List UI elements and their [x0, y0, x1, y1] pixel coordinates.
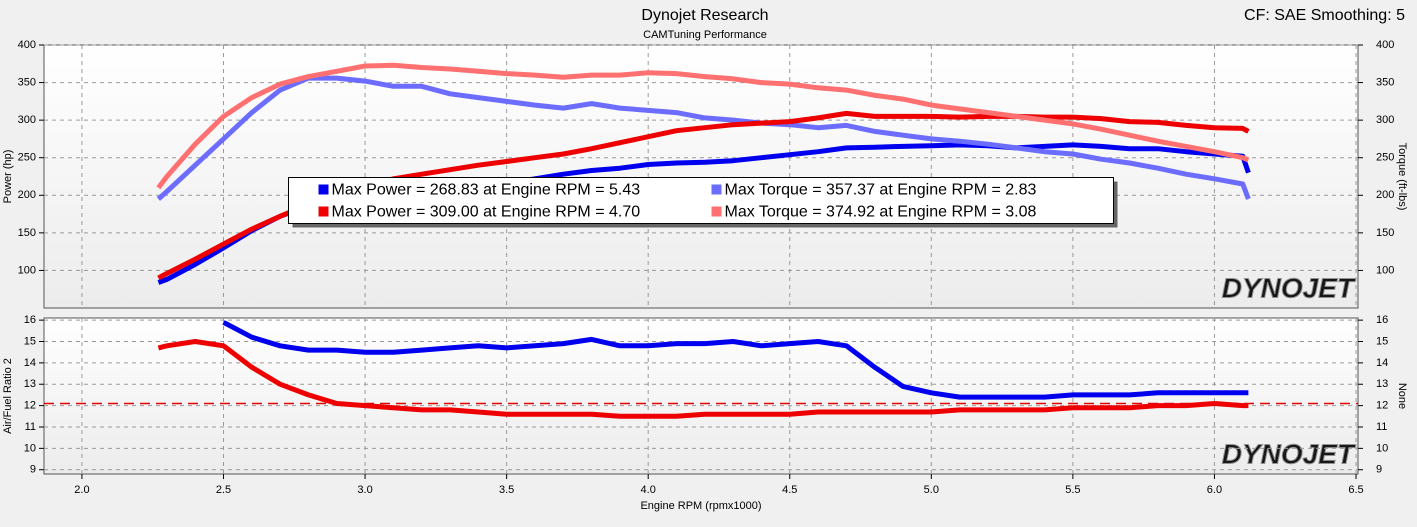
y-tick-label: 10 — [24, 442, 36, 454]
y2-tick-label: 13 — [1376, 378, 1388, 390]
y2-tick-label: 300 — [1376, 114, 1394, 126]
y2-tick-label: 11 — [1376, 421, 1387, 433]
y-tick-label: 100 — [18, 264, 36, 276]
x-tick-label: 4.5 — [782, 484, 797, 496]
legend-entry: Max Torque = 374.92 at Engine RPM = 3.08 — [725, 204, 1037, 221]
y2-tick-label: 14 — [1376, 357, 1388, 369]
y-tick-label: 400 — [18, 39, 36, 51]
data-line — [222, 320, 1249, 400]
x-axis-label: Engine RPM (rpmx1000) — [640, 500, 761, 512]
y2-tick-label: 350 — [1376, 76, 1394, 88]
y-tick-label: 16 — [24, 314, 36, 326]
chart-title: Dynojet Research — [641, 7, 768, 24]
x-tick-label: 4.0 — [641, 484, 656, 496]
watermark: DYNOJET — [1222, 438, 1357, 469]
y-tick-label: 12 — [24, 400, 36, 412]
legend-swatch — [318, 206, 329, 217]
y-tick-label: 350 — [18, 76, 36, 88]
legend-swatch — [711, 206, 722, 217]
legend-entry: Max Power = 268.83 at Engine RPM = 5.43 — [332, 182, 641, 199]
y2-tick-label: 16 — [1376, 314, 1388, 326]
chart-subtitle: CAMTuning Performance — [643, 29, 767, 41]
y-tick-label: 14 — [24, 357, 36, 369]
y-tick-label: 13 — [24, 378, 36, 390]
y-tick-label: 150 — [18, 227, 36, 239]
data-line — [157, 339, 1249, 419]
y2-axis-label: Torque (ft-lbs) — [1396, 143, 1408, 211]
y-tick-label: 200 — [18, 189, 36, 201]
y2-tick-label: 9 — [1376, 464, 1382, 476]
legend — [288, 177, 1114, 224]
y-tick-label: 9 — [30, 464, 36, 476]
x-tick-label: 5.0 — [924, 484, 939, 496]
x-tick-label: 3.0 — [357, 484, 372, 496]
y-tick-label: 300 — [18, 114, 36, 126]
data-line — [156, 62, 1250, 190]
y-tick-label: 250 — [18, 152, 36, 164]
legend-swatch — [318, 184, 329, 195]
data-line — [156, 75, 1251, 201]
plot-area — [43, 44, 1359, 309]
y2-tick-label: 150 — [1376, 227, 1394, 239]
annotation: CF: SAE Smoothing: 5 — [1244, 7, 1405, 24]
y-axis-label: Power (hp) — [2, 150, 14, 204]
y2-tick-label: 200 — [1376, 189, 1394, 201]
x-tick-label: 5.5 — [1065, 484, 1080, 496]
y-tick-label: 11 — [25, 421, 36, 433]
y2-axis-label: None — [1396, 383, 1408, 409]
y2-tick-label: 10 — [1376, 442, 1388, 454]
y2-tick-label: 400 — [1376, 39, 1394, 51]
x-tick-label: 3.5 — [499, 484, 514, 496]
x-tick-label: 6.5 — [1348, 484, 1363, 496]
x-tick-label: 2.5 — [216, 484, 231, 496]
y-axis-label: Air/Fuel Ratio 2 — [2, 358, 14, 434]
x-tick-label: 6.0 — [1207, 484, 1222, 496]
y2-tick-label: 100 — [1376, 264, 1394, 276]
watermark: DYNOJET — [1222, 272, 1357, 303]
y-tick-label: 15 — [24, 335, 36, 347]
y2-tick-label: 250 — [1376, 152, 1394, 164]
legend-entry: Max Torque = 357.37 at Engine RPM = 2.83 — [725, 182, 1037, 199]
x-tick-label: 2.0 — [74, 484, 89, 496]
y2-tick-label: 12 — [1376, 400, 1388, 412]
legend-entry: Max Power = 309.00 at Engine RPM = 4.70 — [332, 204, 641, 221]
legend-swatch — [711, 184, 722, 195]
y2-tick-label: 15 — [1376, 335, 1388, 347]
